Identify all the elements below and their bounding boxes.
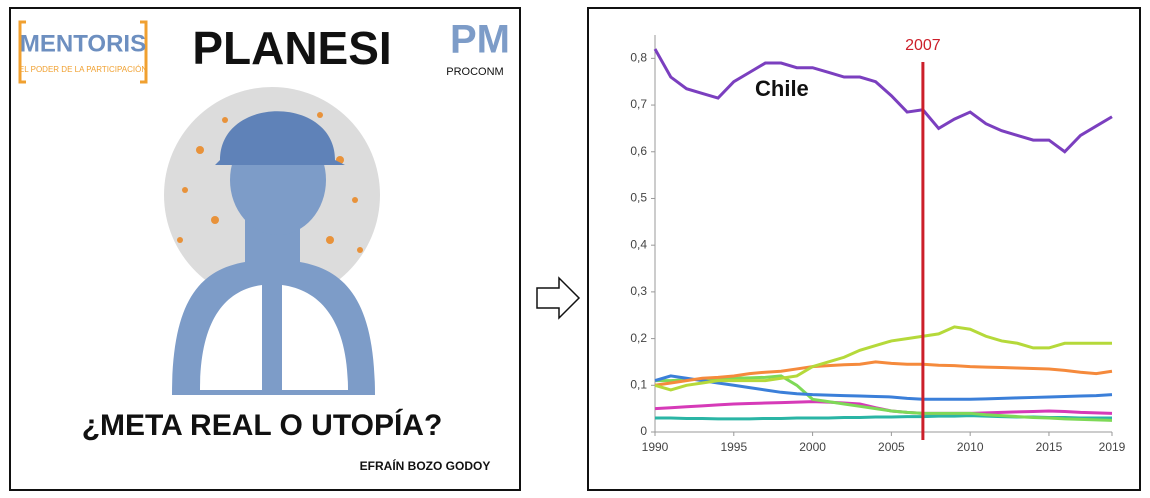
x-tick-label: 2019 [1099, 440, 1126, 454]
y-tick-label: 0,5 [630, 191, 647, 205]
poster-headline: ¿META REAL O UTOPÍA? [82, 408, 443, 442]
y-tick-label: 0,1 [630, 377, 647, 391]
poster-title: PLANESI [192, 22, 391, 74]
x-tick-label: 2015 [1036, 440, 1063, 454]
x-tick-label: 2005 [878, 440, 905, 454]
y-tick-label: 0,2 [630, 331, 647, 345]
y-tick-label: 0,8 [630, 51, 647, 65]
poster-author: EFRAÍN BOZO GODOY [360, 458, 491, 473]
y-tick-label: 0,3 [630, 284, 647, 298]
y-tick-label: 0,6 [630, 144, 647, 158]
poster: MENTORIS EL PODER DE LA PARTICIPACIÓN PL… [10, 8, 520, 490]
y-tick-label: 0,7 [630, 97, 647, 111]
y-tick-label: 0 [640, 424, 647, 438]
page: MENTORIS EL PODER DE LA PARTICIPACIÓN PL… [0, 0, 1150, 493]
y-tick-label: 0,4 [630, 237, 647, 251]
series-label: Chile [755, 76, 809, 101]
arrow [537, 278, 579, 318]
logo-right-letters: PM [450, 18, 510, 62]
x-tick-label: 2010 [957, 440, 984, 454]
logo-left: MENTORIS [20, 30, 146, 57]
x-tick-label: 1990 [642, 440, 669, 454]
logo-right-name: PROCONM [446, 66, 503, 78]
logo-tagline: EL PODER DE LA PARTICIPACIÓN [19, 65, 147, 74]
x-tick-label: 1995 [720, 440, 747, 454]
reference-label: 2007 [905, 37, 941, 54]
x-tick-label: 2000 [799, 440, 826, 454]
